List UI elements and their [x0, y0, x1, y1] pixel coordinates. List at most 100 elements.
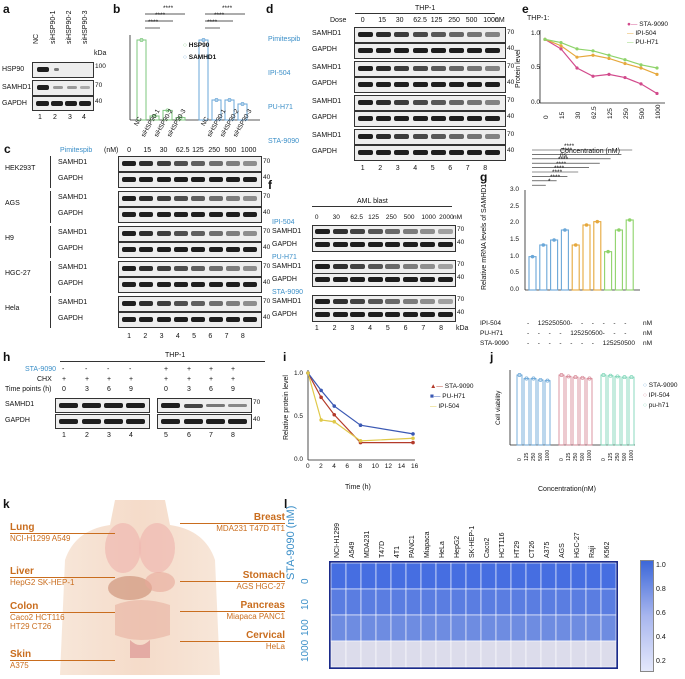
blot-strip [354, 145, 506, 161]
blot-strip [354, 129, 506, 145]
cell-line-label: AGS [5, 200, 20, 207]
band [350, 242, 365, 247]
heatmap-cell [360, 640, 377, 668]
blot-strip [157, 398, 252, 413]
dose-label: Dose [330, 17, 347, 24]
data-point [559, 44, 563, 48]
band [243, 161, 258, 166]
heatmap-row-label: 100 [300, 619, 311, 636]
organ-callout-breast: Breast MDA231 T47D 4T1 [180, 512, 285, 533]
band [467, 100, 483, 105]
band [350, 312, 365, 317]
x-axis-label: Concentration(nM) [538, 486, 596, 493]
band [358, 116, 373, 121]
row-label: IPI-504 [480, 320, 501, 327]
x-tick: 125 [524, 452, 530, 461]
drug-label: STA-9090 [268, 138, 299, 145]
lane-number: 3 [159, 333, 164, 340]
bar-point [606, 249, 610, 254]
condition-sign: + [209, 366, 214, 373]
band [376, 150, 392, 155]
dose-value: 500 [403, 214, 415, 221]
band [485, 66, 501, 71]
kda-mark: 40 [263, 279, 271, 286]
organ-name: Colon [10, 601, 115, 613]
heatmap-column-label: Miapaca [424, 531, 431, 558]
lane-number: 5 [385, 325, 390, 332]
band [485, 100, 501, 105]
condition-sign: + [129, 376, 134, 383]
heatmap-cell [495, 614, 512, 642]
band [332, 264, 348, 269]
bar-9 [625, 219, 634, 291]
y-tick: 1.0 [531, 30, 541, 37]
bar-point [545, 378, 550, 383]
dose-unit: (nM) [104, 147, 119, 154]
blot-strip [55, 414, 150, 429]
bar-6 [593, 221, 602, 291]
heatmap-column-label: A375 [544, 541, 551, 558]
condition-value: - [613, 330, 616, 337]
dose-value: 500 [224, 147, 237, 154]
drug-label: Pimitespib [268, 36, 301, 43]
x-tick: 15 [559, 111, 566, 119]
kda-mark: 70 [507, 29, 515, 36]
row-label: PU-H71 [480, 330, 504, 337]
x-tick: 250 [623, 108, 630, 119]
blot-row-label: SAMHD1 [2, 84, 32, 91]
band [402, 229, 418, 234]
band [243, 282, 258, 287]
sig-mark: **** [562, 147, 573, 155]
blot-row-label: GAPDH [312, 148, 337, 155]
drug-label: IPI-504 [268, 70, 291, 77]
lane-number: 2 [53, 114, 57, 121]
organ-cell-lines: NCI-H1299 A549 [10, 534, 71, 543]
organ-name: Breast [180, 512, 285, 524]
lane-number: 4 [368, 325, 373, 332]
bar-point [563, 228, 567, 232]
data-point [559, 47, 563, 51]
heatmap-cell [555, 588, 572, 616]
band [437, 312, 453, 317]
condition-value: 250 [581, 330, 592, 337]
x-tick: 1000 [587, 449, 593, 461]
dose-value: 0 [360, 17, 365, 24]
condition-value: - [570, 340, 573, 347]
heatmap-column-label: HepG2 [454, 535, 461, 558]
band [437, 242, 453, 247]
bar-point [615, 374, 620, 379]
lane-number: 8 [240, 333, 245, 340]
heatmap-cell [390, 614, 407, 642]
condition-value: - [527, 320, 530, 327]
heatmap-cell [360, 588, 377, 616]
band [122, 212, 136, 217]
band [412, 66, 428, 71]
lane-number: 1 [127, 333, 132, 340]
organ-cell-lines: Caco2 HCT116 HT29 CT26 [10, 613, 65, 631]
condition-value: - [591, 340, 594, 347]
organ-cell-lines: AGS HGC-27 [236, 582, 285, 591]
y-tick: 0.0 [510, 286, 520, 293]
blot-strip [312, 295, 456, 309]
blot-strip [312, 308, 456, 322]
band [139, 212, 154, 217]
condition-value: - [537, 330, 540, 337]
band [367, 229, 383, 234]
x-axis-label: Concentration (nM) [560, 148, 620, 155]
condition-sign: + [231, 376, 236, 383]
heatmap-cell [570, 614, 587, 642]
band [243, 301, 258, 306]
legend-label: IPI-504 [635, 30, 657, 37]
bar-samhd1-1 [211, 99, 222, 121]
blot-row-label: GAPDH [312, 46, 337, 53]
heatmap-cell [570, 588, 587, 616]
x-tick: 500 [580, 452, 586, 461]
band [173, 212, 188, 217]
data-point [639, 82, 643, 86]
heatmap-cell [450, 640, 467, 668]
condition-value: - [591, 320, 594, 327]
bar-hsp90-3 [175, 117, 186, 121]
band [139, 231, 154, 236]
band [243, 266, 258, 271]
colorbar [640, 560, 654, 672]
